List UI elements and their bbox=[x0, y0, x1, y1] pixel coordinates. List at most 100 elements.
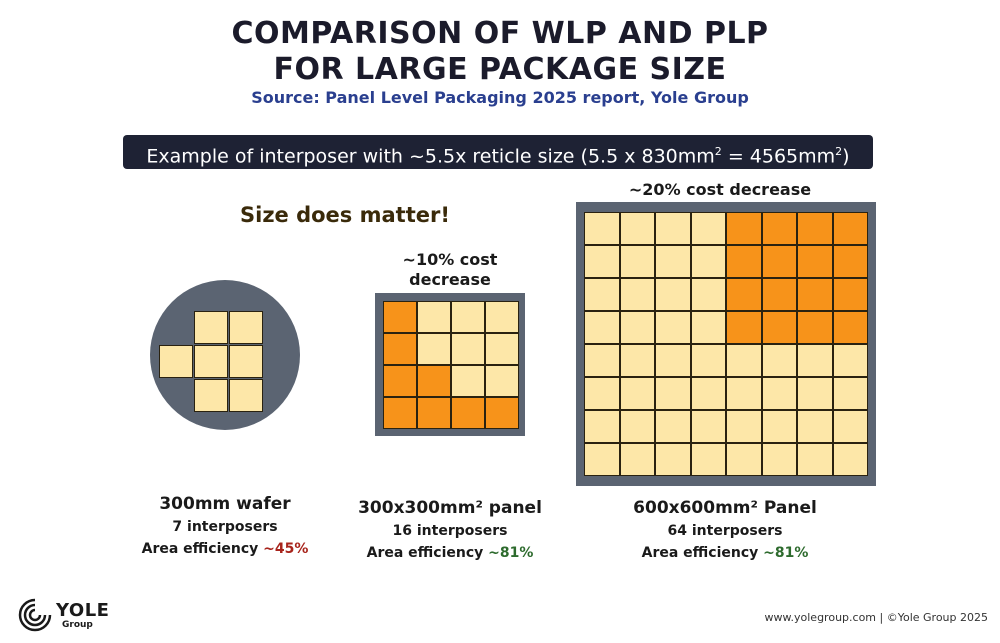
panel600-cost-note: ~20% cost decrease bbox=[628, 180, 812, 199]
wafer-interposer bbox=[229, 379, 263, 412]
wafer-label: 300mm wafer 7 interposers Area efficienc… bbox=[120, 492, 330, 560]
panel600-interposer bbox=[584, 344, 620, 377]
wafer-efficiency: Area efficiency ~45% bbox=[120, 538, 330, 560]
panel300-count: 16 interposers bbox=[392, 523, 508, 539]
title-line-2: FOR LARGE PACKAGE SIZE bbox=[273, 52, 727, 87]
panel300-eff-label: Area efficiency bbox=[366, 545, 489, 561]
panel600-interposer bbox=[832, 410, 868, 443]
panel600-interposer bbox=[761, 212, 797, 245]
panel600-interposer bbox=[619, 377, 655, 410]
panel600-interposer bbox=[690, 377, 726, 410]
tagline: Size does matter! bbox=[240, 203, 450, 227]
panel300-interposer bbox=[451, 333, 485, 365]
panel600-interposer bbox=[726, 344, 762, 377]
panel300-interposer bbox=[383, 333, 417, 365]
panel600-interposer bbox=[726, 245, 762, 278]
title-line-1: COMPARISON OF WLP AND PLP bbox=[231, 16, 769, 51]
panel300-interposer bbox=[417, 397, 451, 429]
panel300-interposer bbox=[485, 397, 519, 429]
panel600-eff-label: Area efficiency bbox=[641, 545, 764, 561]
panel600-interposer bbox=[655, 278, 691, 311]
panel600-interposer bbox=[619, 245, 655, 278]
panel600-interposer bbox=[619, 311, 655, 344]
panel300-interposer bbox=[417, 333, 451, 365]
panel300-interposer bbox=[383, 397, 417, 429]
panel300-interposer bbox=[383, 301, 417, 333]
panel300-interposer bbox=[451, 397, 485, 429]
panel600-interposer bbox=[655, 212, 691, 245]
panel600-interposer bbox=[797, 311, 833, 344]
panel300-cost-note: ~10% cost decrease bbox=[402, 250, 498, 289]
panel600-interposer bbox=[797, 410, 833, 443]
panel600-interposer bbox=[584, 410, 620, 443]
wafer-interposer bbox=[194, 345, 228, 378]
panel600-interposer bbox=[761, 377, 797, 410]
panel600-interposer bbox=[761, 410, 797, 443]
panel600-interposer bbox=[797, 212, 833, 245]
panel600-interposer bbox=[619, 278, 655, 311]
panel600-interposer bbox=[761, 311, 797, 344]
panel600-interposer bbox=[655, 245, 691, 278]
panel600-interposer bbox=[832, 278, 868, 311]
wafer-eff-value: ~45% bbox=[263, 541, 309, 557]
reticle-banner: Example of interposer with ~5.5x reticle… bbox=[123, 135, 873, 169]
panel300-eff-value: ~81% bbox=[488, 545, 534, 561]
panel600-interposer bbox=[690, 311, 726, 344]
wafer-interposer bbox=[229, 345, 263, 378]
panel600-interposer bbox=[797, 278, 833, 311]
panel600-interposer bbox=[797, 443, 833, 476]
panel600-interposer bbox=[797, 245, 833, 278]
panel600-interposer bbox=[761, 443, 797, 476]
panel600-interposer bbox=[584, 212, 620, 245]
panel300-interposer bbox=[485, 301, 519, 333]
wafer-name: 300mm wafer bbox=[159, 494, 291, 514]
panel600-interposer bbox=[726, 410, 762, 443]
wafer-interposer bbox=[159, 345, 193, 378]
panel300-efficiency: Area efficiency ~81% bbox=[345, 542, 555, 564]
panel600-count: 64 interposers bbox=[667, 523, 783, 539]
panel300-interposer bbox=[485, 333, 519, 365]
panel600-interposer bbox=[726, 311, 762, 344]
panel600-interposer bbox=[619, 344, 655, 377]
panel600-interposer bbox=[655, 344, 691, 377]
banner-sup-2: 2 bbox=[835, 145, 843, 158]
panel600-interposer bbox=[690, 278, 726, 311]
panel600-interposer bbox=[726, 212, 762, 245]
panel600-interposer bbox=[761, 344, 797, 377]
panel600-interposer bbox=[761, 278, 797, 311]
panel600-label: 600x600mm² Panel 64 interposers Area eff… bbox=[610, 496, 840, 564]
wafer-eff-label: Area efficiency bbox=[141, 541, 264, 557]
panel600-interposer bbox=[726, 443, 762, 476]
panel600-interposer bbox=[619, 212, 655, 245]
panel600-interposer bbox=[584, 245, 620, 278]
panel600-eff-value: ~81% bbox=[763, 545, 809, 561]
panel300-interposer bbox=[383, 365, 417, 397]
panel600-interposer bbox=[584, 377, 620, 410]
panel600-interposer bbox=[832, 344, 868, 377]
panel600-interposer bbox=[690, 245, 726, 278]
banner-text-post: ) bbox=[842, 145, 850, 168]
source-line: Source: Panel Level Packaging 2025 repor… bbox=[251, 88, 749, 107]
wafer-interposer bbox=[194, 311, 228, 344]
panel600-interposer bbox=[655, 311, 691, 344]
panel600-interposer bbox=[832, 443, 868, 476]
panel600-interposer bbox=[832, 212, 868, 245]
wafer-interposer bbox=[194, 379, 228, 412]
panel600-interposer bbox=[690, 443, 726, 476]
panel600-interposer bbox=[690, 212, 726, 245]
panel600-interposer bbox=[584, 278, 620, 311]
wafer-count: 7 interposers bbox=[172, 519, 278, 535]
panel600-interposer bbox=[832, 311, 868, 344]
panel600-name: 600x600mm² Panel bbox=[633, 498, 817, 518]
panel600-interposer bbox=[761, 245, 797, 278]
panel600-interposer bbox=[619, 443, 655, 476]
wafer-interposer bbox=[229, 311, 263, 344]
panel-600x600 bbox=[576, 202, 876, 486]
panel600-interposer bbox=[832, 377, 868, 410]
panel-300x300 bbox=[375, 293, 525, 436]
panel300-name: 300x300mm² panel bbox=[358, 498, 542, 518]
yole-logo-text: YOLE bbox=[56, 600, 110, 621]
panel300-label: 300x300mm² panel 16 interposers Area eff… bbox=[345, 496, 555, 564]
panel600-interposer bbox=[655, 410, 691, 443]
panel300-interposer bbox=[451, 365, 485, 397]
